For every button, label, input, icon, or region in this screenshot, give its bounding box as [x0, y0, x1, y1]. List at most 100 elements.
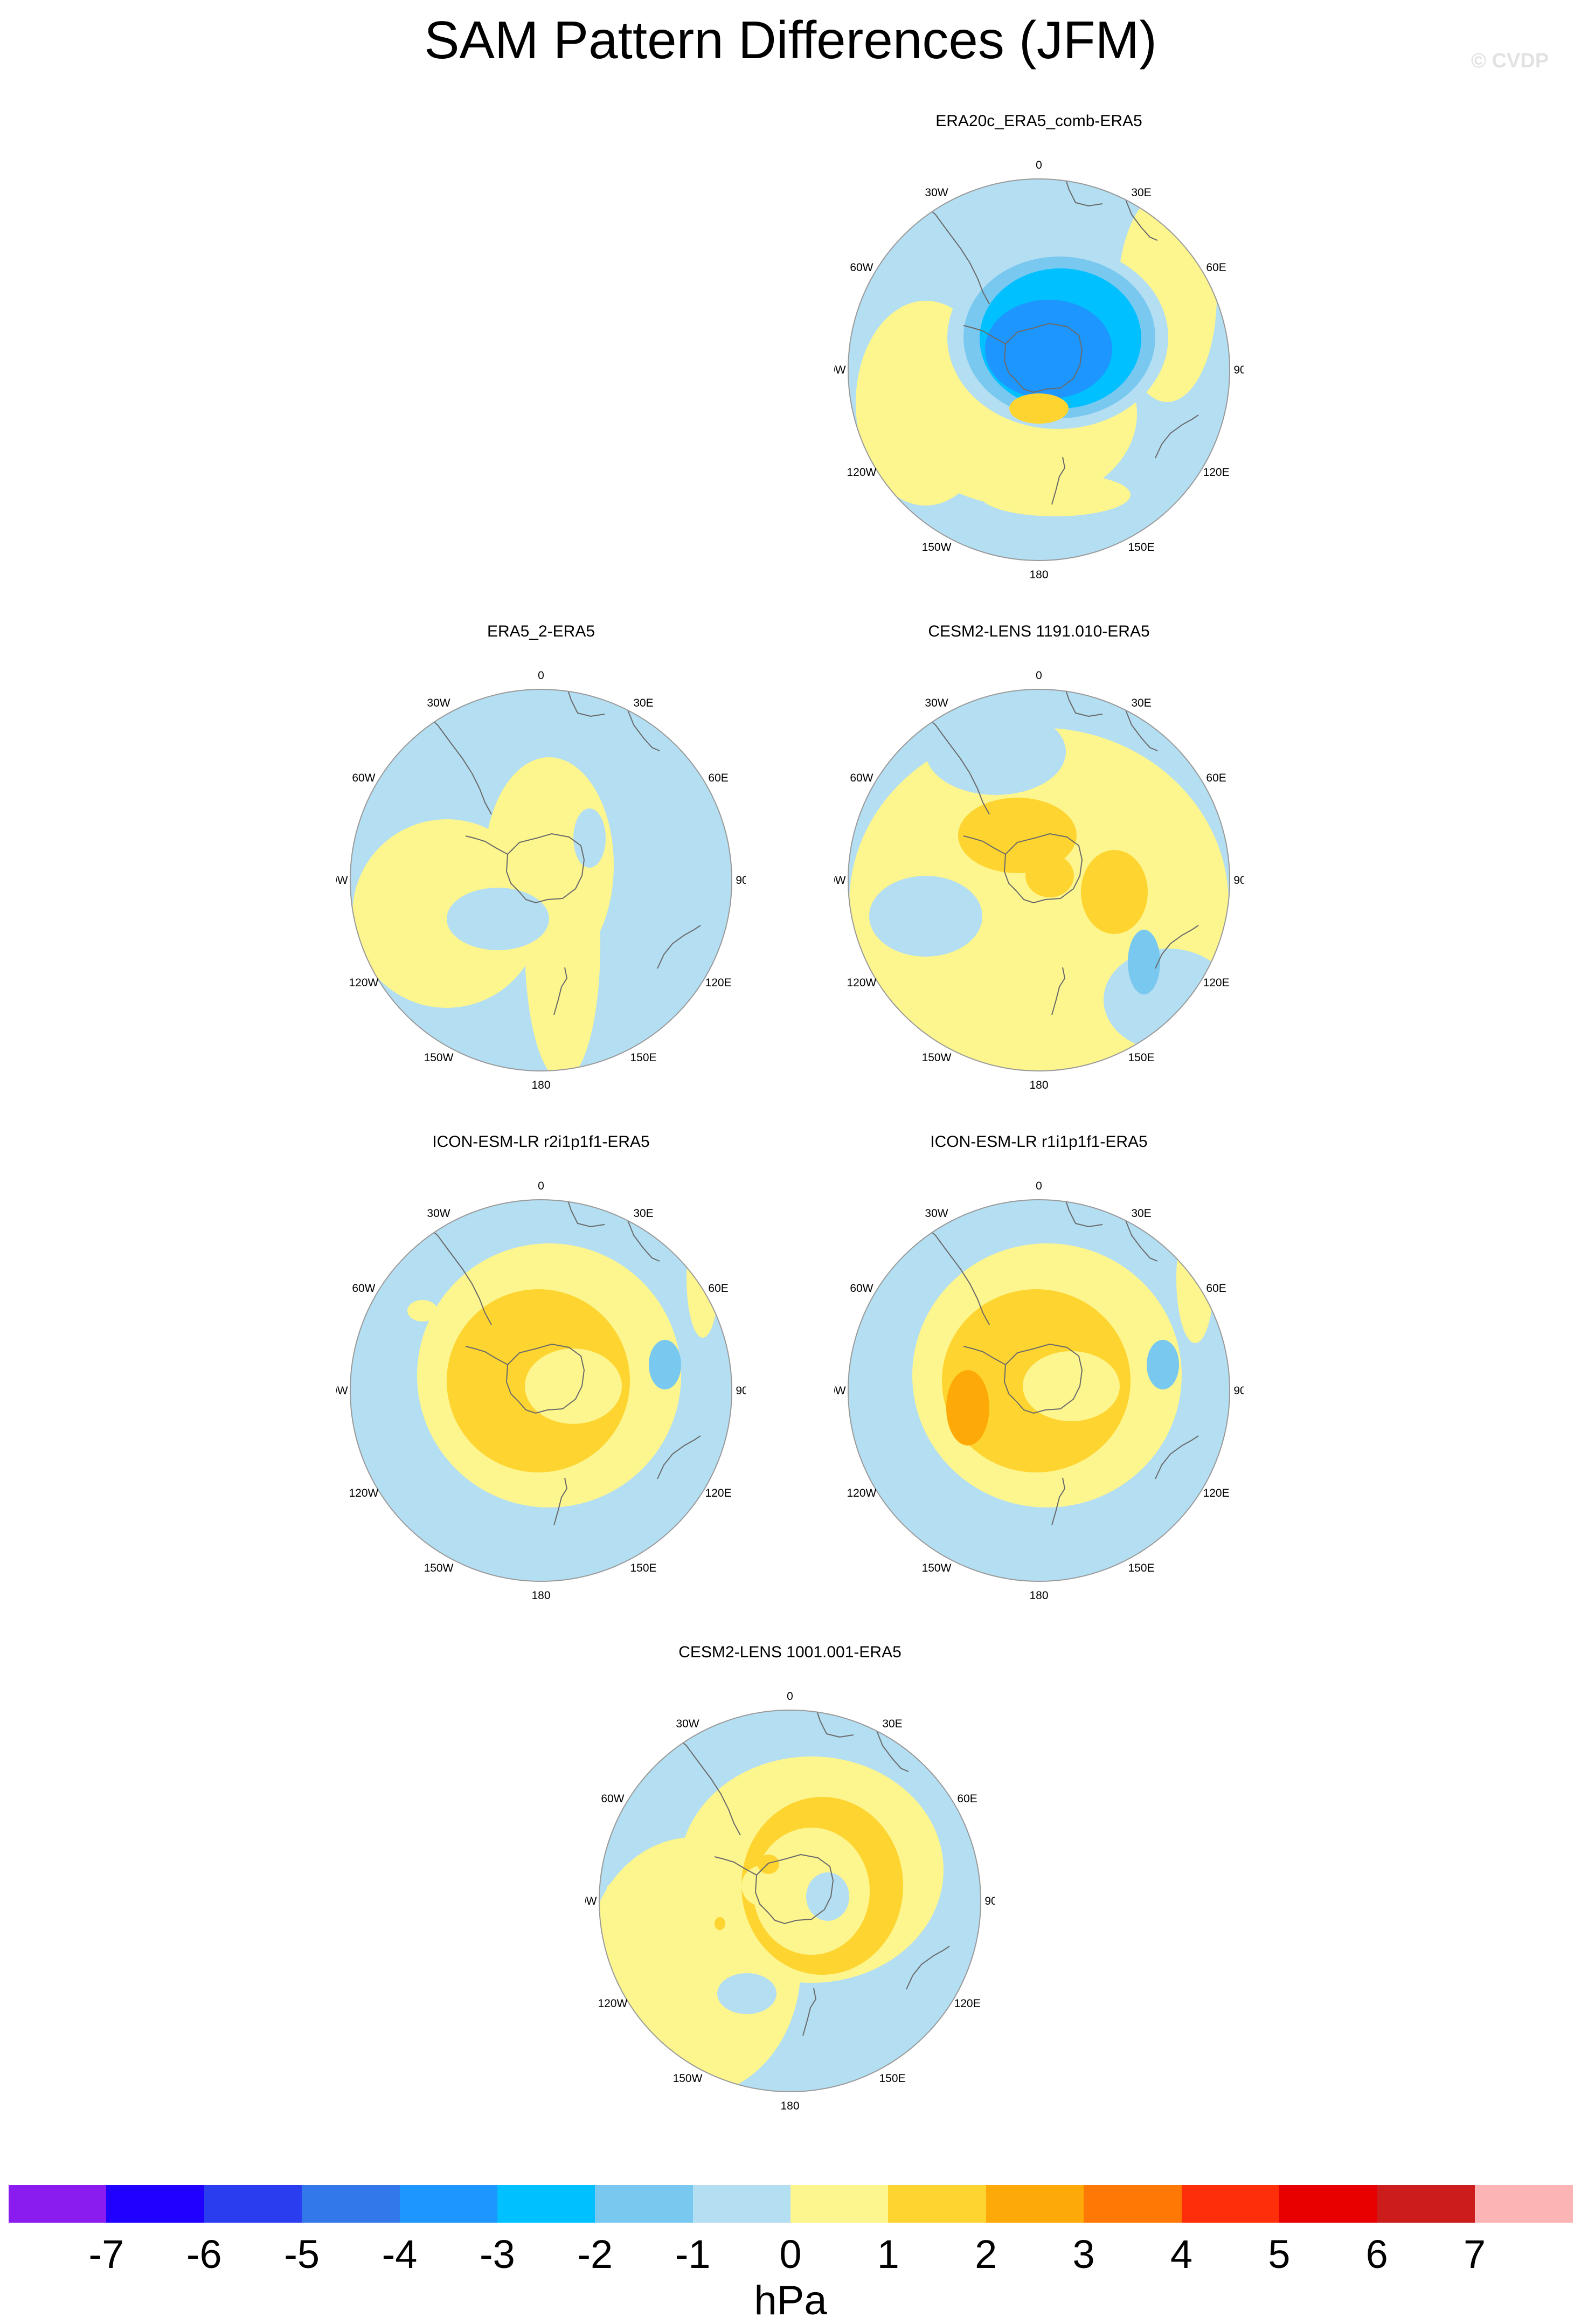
coastline	[567, 690, 605, 717]
map-boundary	[848, 1199, 1230, 1582]
longitude-label: 120W	[349, 1487, 378, 1499]
colorbar-swatch	[399, 2185, 498, 2223]
longitude-label: 90E	[736, 874, 746, 887]
longitude-label: 0	[538, 669, 544, 682]
coastline	[567, 1200, 605, 1228]
polar-map: 0 30E 60E 90E 120E 150E 180 150W 120W 90W 60W 30W	[585, 1690, 995, 2112]
contour-region	[926, 709, 1066, 795]
longitude-label: 30W	[676, 1718, 699, 1730]
longitude-label: 180	[1029, 1589, 1048, 1602]
watermark: © CVDP	[1471, 50, 1549, 72]
coastline	[1051, 456, 1066, 505]
map-boundary	[350, 689, 732, 1071]
longitude-label: 150E	[1128, 1052, 1154, 1064]
contour-region	[687, 1219, 719, 1338]
coastline	[1155, 414, 1199, 459]
coastline	[1065, 690, 1103, 717]
colorbar-swatch	[986, 2185, 1084, 2223]
contour-region	[525, 1348, 622, 1424]
contour-region	[447, 888, 549, 950]
contour-region	[1009, 393, 1069, 424]
longitude-label: 60E	[957, 1793, 977, 1805]
colorbar-swatch	[1377, 2185, 1475, 2223]
longitude-label: 150E	[630, 1052, 656, 1064]
longitude-label: 30W	[427, 697, 450, 709]
colorbar-unit: hPa	[754, 2278, 827, 2323]
contour-region	[649, 1340, 681, 1389]
longitude-label: 150W	[922, 1052, 952, 1064]
longitude-label: 120W	[598, 1997, 627, 2010]
contour-region	[985, 300, 1112, 399]
panel-title: ICON-ESM-LR r2i1p1f1-ERA5	[432, 1133, 650, 1151]
colorbar-tick-label: 4	[1170, 2232, 1193, 2277]
longitude-label: 30W	[925, 1207, 948, 1220]
coastline	[1155, 1435, 1199, 1479]
contour-region	[407, 1300, 438, 1322]
longitude-label: 60W	[850, 772, 873, 784]
polar-map: 0 30E 60E 90E 120E 150E 180 150W 120W 90W 60W 30W	[834, 669, 1244, 1091]
coastline	[553, 967, 568, 1015]
colorbar-tick-label: 0	[779, 2232, 802, 2277]
coastline	[465, 1346, 508, 1365]
colorbar-swatch	[1279, 2185, 1377, 2223]
longitude-label: 30W	[925, 697, 948, 709]
longitude-label: 90E	[1233, 1385, 1244, 1397]
contour-field	[848, 689, 1230, 1071]
contour-region	[1128, 930, 1160, 994]
coastline	[963, 1346, 1006, 1365]
longitude-label: 60E	[1206, 772, 1226, 784]
coastline	[1155, 925, 1199, 969]
longitude-label: 0	[1036, 669, 1042, 682]
colorbar-swatch	[9, 2185, 107, 2223]
coastline	[1051, 1477, 1066, 1526]
colorbar-swatch	[595, 2185, 694, 2223]
longitude-label: 120E	[1203, 977, 1230, 989]
colorbar-tick-label: 2	[975, 2232, 997, 2277]
map-boundary	[599, 1710, 981, 2092]
longitude-label: 60W	[850, 261, 873, 274]
colorbar-tick-label: 6	[1365, 2232, 1388, 2277]
longitude-label: 0	[538, 1180, 544, 1192]
longitude-label: 180	[1029, 569, 1048, 581]
contour-region	[869, 876, 982, 957]
colorbar-swatch	[497, 2185, 595, 2223]
longitude-label: 120E	[705, 977, 732, 989]
longitude-label: 60W	[352, 772, 375, 784]
map-panel: CESM2-LENS 1191.010-ERA5 0 30E 60E 90E 120E 1…	[834, 622, 1244, 1108]
coastline	[1003, 833, 1083, 904]
page-title: SAM Pattern Differences (JFM)	[424, 10, 1157, 70]
polar-map: 0 30E 60E 90E 120E 150E 180 150W 120W 90W 60W 30W	[336, 1180, 746, 1602]
longitude-label: 120E	[1203, 1487, 1230, 1499]
map-panel: ICON-ESM-LR r2i1p1f1-ERA5 0 30E 60E 90E 120E…	[336, 1133, 746, 1618]
longitude-label: 60E	[708, 1282, 728, 1295]
longitude-label: 120W	[847, 977, 876, 989]
coastline	[1065, 179, 1103, 207]
contour-field	[599, 1710, 981, 2092]
colorbar-swatch	[106, 2185, 205, 2223]
map-panel: CESM2-LENS 1001.001-ERA5 0 30E 60E 90E 120E 1…	[585, 1643, 995, 2128]
longitude-label: 60W	[601, 1793, 624, 1805]
coastline	[657, 925, 701, 969]
coastline	[754, 1853, 834, 1925]
colorbar-tick-label: -1	[675, 2232, 711, 2277]
polar-map: 0 30E 60E 90E 120E 150E 180 150W 120W 90W 60W 30W	[834, 159, 1244, 581]
map-boundary	[350, 1199, 732, 1582]
contour-region	[573, 808, 606, 868]
longitude-label: 90W	[834, 364, 846, 376]
colorbar-swatch	[1474, 2185, 1573, 2223]
longitude-label: 180	[531, 1589, 550, 1602]
contour-region	[1176, 1214, 1214, 1343]
panel-title: ICON-ESM-LR r1i1p1f1-ERA5	[930, 1133, 1148, 1151]
coastline	[505, 833, 585, 904]
longitude-label: 30E	[633, 1207, 653, 1220]
longitude-label: 150W	[673, 2072, 703, 2085]
map-panel: ICON-ESM-LR r1i1p1f1-ERA5 0 30E 60E 90E 120E…	[834, 1133, 1244, 1618]
longitude-label: 90W	[336, 1385, 348, 1397]
longitude-label: 150W	[424, 1562, 454, 1574]
map-panel: ERA20c_ERA5_comb-ERA5 0 30E 60E 90E 120E 150E…	[834, 112, 1244, 597]
longitude-label: 120E	[954, 1997, 981, 2010]
longitude-label: 30E	[633, 697, 653, 709]
coastline	[1051, 967, 1066, 1015]
panel-title: CESM2-LENS 1191.010-ERA5	[928, 622, 1150, 640]
contour-region	[958, 798, 1077, 873]
